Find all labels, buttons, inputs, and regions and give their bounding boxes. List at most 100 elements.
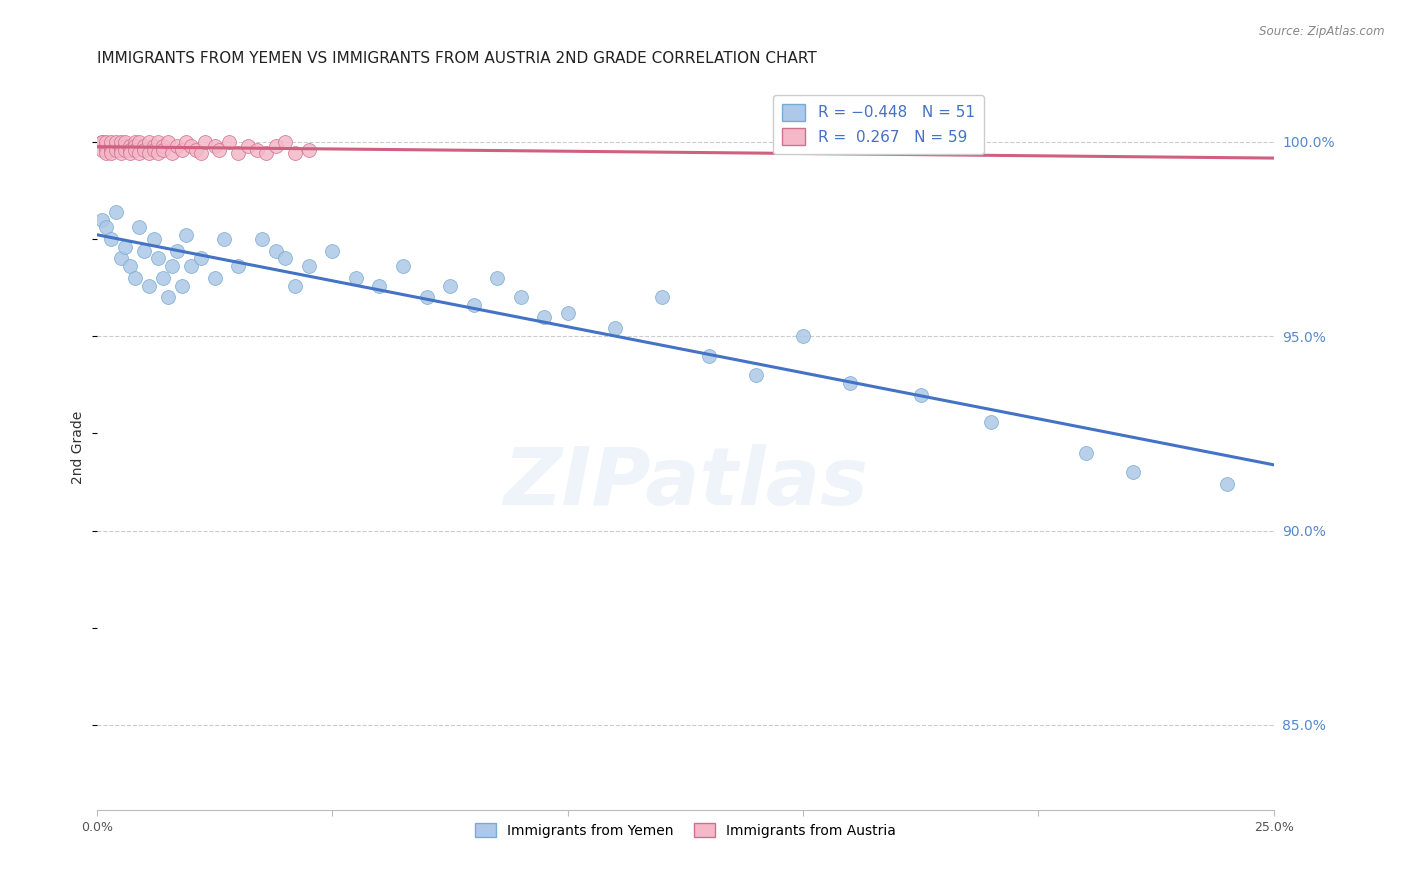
Point [218,135,240,149]
Point [298,259,321,273]
Point [176,228,198,243]
Point [96,135,118,149]
Point [184,143,207,157]
Point [100,135,122,149]
Point [980,415,1002,429]
Point [180,259,202,273]
Point [176,135,198,149]
Point [100,232,122,246]
Point [212,232,235,246]
Point [128,220,150,235]
Point [96,138,118,153]
Point [274,252,297,266]
Point [368,278,391,293]
Point [1122,465,1144,479]
Point [264,244,287,258]
Point [138,278,160,293]
Point [162,146,184,161]
Legend: Immigrants from Yemen, Immigrants from Austria: Immigrants from Yemen, Immigrants from A… [470,818,901,844]
Point [264,138,287,153]
Point [148,135,170,149]
Point [118,138,141,153]
Y-axis label: 2nd Grade: 2nd Grade [72,410,86,483]
Point [138,135,160,149]
Point [118,146,141,161]
Point [156,290,179,304]
Point [651,290,673,304]
Point [152,271,174,285]
Point [142,143,165,157]
Point [134,138,156,153]
Point [148,252,170,266]
Point [226,146,249,161]
Point [910,387,932,401]
Point [110,252,132,266]
Point [104,204,127,219]
Point [190,252,212,266]
Point [110,138,132,153]
Point [344,271,367,285]
Point [134,244,156,258]
Point [194,135,217,149]
Point [96,220,118,235]
Point [118,259,141,273]
Point [142,138,165,153]
Point [246,143,269,157]
Point [100,143,122,157]
Point [110,135,132,149]
Point [792,329,814,343]
Point [392,259,415,273]
Point [236,138,259,153]
Point [110,146,132,161]
Text: IMMIGRANTS FROM YEMEN VS IMMIGRANTS FROM AUSTRIA 2ND GRADE CORRELATION CHART: IMMIGRANTS FROM YEMEN VS IMMIGRANTS FROM… [97,51,817,66]
Point [124,138,146,153]
Point [463,298,485,312]
Point [128,135,150,149]
Point [148,146,170,161]
Point [166,138,188,153]
Point [250,232,273,246]
Point [274,135,297,149]
Point [170,143,193,157]
Point [533,310,555,324]
Point [557,306,579,320]
Point [90,212,112,227]
Point [128,146,150,161]
Point [256,146,278,161]
Text: Source: ZipAtlas.com: Source: ZipAtlas.com [1260,25,1385,38]
Point [839,376,862,390]
Point [162,259,184,273]
Point [90,135,112,149]
Point [284,146,307,161]
Point [180,138,202,153]
Point [170,278,193,293]
Point [1074,446,1097,460]
Point [124,135,146,149]
Point [114,135,136,149]
Point [745,368,768,382]
Point [439,278,461,293]
Point [298,143,321,157]
Point [124,271,146,285]
Point [90,135,112,149]
Point [118,143,141,157]
Point [1215,477,1237,491]
Point [166,244,188,258]
Point [114,240,136,254]
Point [104,135,127,149]
Point [321,244,343,258]
Point [208,143,231,157]
Point [156,135,179,149]
Point [138,146,160,161]
Point [152,143,174,157]
Point [96,146,118,161]
Point [100,146,122,161]
Point [104,143,127,157]
Point [486,271,509,285]
Point [226,259,249,273]
Point [110,143,132,157]
Point [142,232,165,246]
Point [104,138,127,153]
Point [114,143,136,157]
Point [134,143,156,157]
